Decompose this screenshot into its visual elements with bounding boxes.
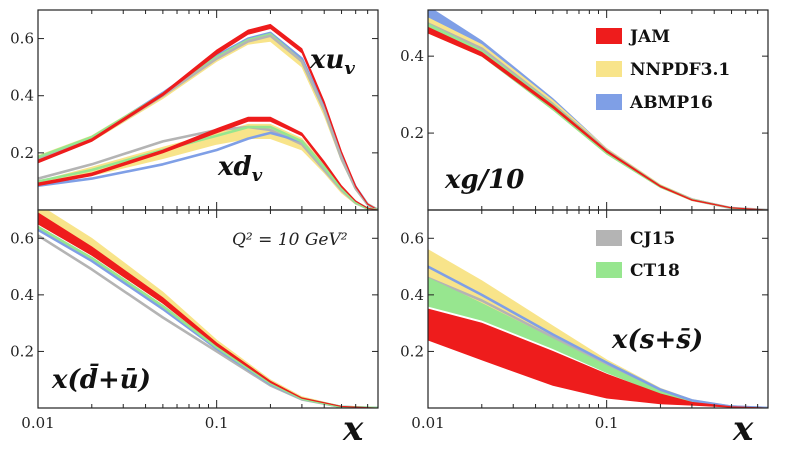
legend-swatch-abmp bbox=[596, 94, 622, 110]
scale-annotation: Q² = 10 GeV² bbox=[232, 230, 348, 250]
panel-label-sea: x(d̄+ū) bbox=[51, 363, 151, 395]
legend-swatch-ct18 bbox=[596, 262, 622, 278]
panel-bottom-left: 0.2 0.4 0.6 0.01 0.1 Q² = 10 GeV² x(d̄+ū) bbox=[10, 209, 379, 432]
x-tick-label: 0.1 bbox=[205, 414, 229, 432]
y-tick-label: 0.4 bbox=[400, 47, 424, 65]
panel-top-right: 0.2 0.4 xg/10 bbox=[400, 9, 769, 211]
y-tick-label: 0.2 bbox=[10, 144, 34, 162]
panel-bottom-right: 0.2 0.4 0.6 0.01 0.1 x(s+s̄) bbox=[400, 209, 769, 432]
y-tick-label: 0.2 bbox=[400, 124, 424, 142]
y-tick-label: 0.4 bbox=[400, 286, 424, 304]
legend-label-cj15: CJ15 bbox=[630, 229, 675, 249]
x-axis-title-right: x bbox=[732, 409, 754, 449]
y-tick-label: 0.6 bbox=[10, 229, 34, 247]
y-tick-label: 0.4 bbox=[10, 87, 34, 105]
x-tick-label: 0.01 bbox=[411, 414, 444, 432]
line-ct18-8 bbox=[38, 125, 378, 210]
y-tick-label: 0.6 bbox=[10, 30, 34, 48]
band-jam-4 bbox=[38, 212, 378, 408]
legend-label-nnpdf: NNPDF3.1 bbox=[630, 60, 730, 80]
legend-label-jam: JAM bbox=[628, 27, 670, 47]
panel-label-strange: x(s+s̄) bbox=[611, 325, 703, 355]
panel-label-xdv: xdv bbox=[217, 152, 263, 186]
panel-label-xg: xg/10 bbox=[444, 165, 524, 195]
panel-top-left: 0.2 0.4 0.6 xuv xdv bbox=[10, 9, 379, 211]
band-jam-9 bbox=[38, 116, 378, 210]
legend-top: JAM NNPDF3.1 ABMP16 bbox=[596, 27, 730, 113]
band-jam-4 bbox=[428, 26, 768, 210]
legend-swatch-jam bbox=[596, 28, 622, 44]
y-tick-label: 0.2 bbox=[400, 342, 424, 360]
x-tick-label: 0.1 bbox=[595, 414, 619, 432]
legend-label-ct18: CT18 bbox=[630, 261, 680, 281]
legend-label-abmp: ABMP16 bbox=[629, 93, 713, 113]
band-jam-4 bbox=[38, 23, 378, 210]
x-axis-title-left: x bbox=[342, 409, 364, 449]
legend-bottom: CJ15 CT18 bbox=[596, 229, 680, 281]
y-tick-label: 0.2 bbox=[10, 342, 34, 360]
y-tick-label: 0.4 bbox=[10, 286, 34, 304]
x-tick-label: 0.01 bbox=[21, 414, 54, 432]
legend-swatch-cj15 bbox=[596, 230, 622, 246]
legend-swatch-nnpdf bbox=[596, 61, 622, 77]
y-tick-label: 0.6 bbox=[400, 229, 424, 247]
panel-label-xuv: xuv bbox=[309, 45, 355, 79]
